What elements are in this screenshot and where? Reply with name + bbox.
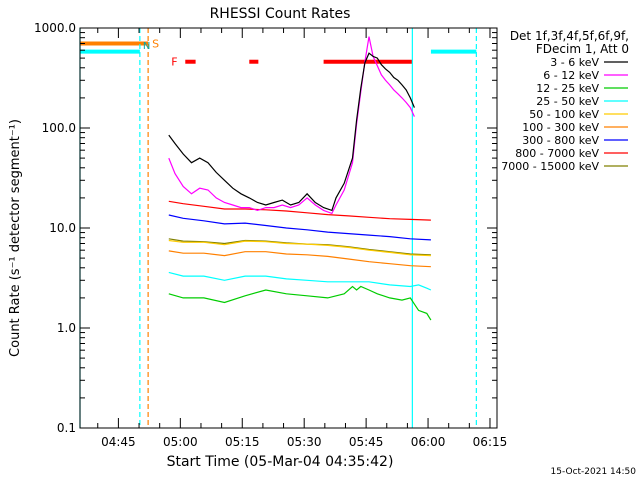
y-tick-label: 0.1 xyxy=(57,421,76,435)
legend: Det 1f,3f,4f,5f,6f,9f, FDecim 1, Att 0 3… xyxy=(501,29,629,173)
legend-label-3-6-kev: 3 - 6 keV xyxy=(550,56,599,69)
overlay-label-f: F xyxy=(171,56,177,69)
y-tick-label: 10.0 xyxy=(49,221,76,235)
series-line-800-7000-kev xyxy=(168,200,431,221)
x-axis: 04:45 05:00 05:15 05:30 05:45 06:00 06:15 xyxy=(97,28,508,449)
series-line-3-6-kev xyxy=(168,52,415,212)
series-line-25-50-kev xyxy=(168,271,432,291)
legend-label-800-7000-kev: 800 - 7000 keV xyxy=(515,147,599,160)
legend-label-100-300-kev: 100 - 300 keV xyxy=(522,121,599,134)
y-axis: 0.1 1.0 10.0 100.0 1000.0 xyxy=(34,21,497,435)
y-tick-label: 1000.0 xyxy=(34,21,76,35)
plot-content: SF N xyxy=(79,28,477,428)
series-line-300-800-kev xyxy=(168,214,431,241)
x-tick-label: 05:15 xyxy=(225,435,260,449)
legend-label-300-800-kev: 300 - 800 keV xyxy=(522,134,599,147)
x-tick-label: 05:30 xyxy=(287,435,322,449)
legend-label-7000-15000-kev: 7000 - 15000 keV xyxy=(501,160,599,173)
series-line-100-300-kev xyxy=(168,250,431,268)
legend-header-2: FDecim 1, Att 0 xyxy=(536,42,629,56)
series-line-12-25-kev xyxy=(168,285,432,321)
y-tick-label: 100.0 xyxy=(42,121,76,135)
legend-label-25-50-kev: 25 - 50 keV xyxy=(536,95,599,108)
x-tick-label: 05:00 xyxy=(163,435,198,449)
legend-label-6-12-kev: 6 - 12 keV xyxy=(543,69,599,82)
legend-label-50-100-kev: 50 - 100 keV xyxy=(529,108,599,121)
series-line-6-12-kev xyxy=(168,36,415,215)
chart-title: RHESSI Count Rates xyxy=(210,6,351,22)
saa-marker-label: N xyxy=(143,41,150,52)
legend-label-12-25-kev: 12 - 25 keV xyxy=(536,82,599,95)
x-tick-label: 06:15 xyxy=(473,435,508,449)
series-line-50-100-kev xyxy=(168,239,431,257)
legend-header-1: Det 1f,3f,4f,5f,6f,9f, xyxy=(510,29,629,43)
y-tick-label: 1.0 xyxy=(57,321,76,335)
x-tick-label: 06:00 xyxy=(411,435,446,449)
x-axis-label: Start Time (05-Mar-04 04:35:42) xyxy=(167,454,394,470)
x-tick-label: 05:45 xyxy=(349,435,384,449)
y-axis-label: Count Rate (s⁻¹ detector segment⁻¹) xyxy=(8,119,23,357)
footer-timestamp: 15-Oct-2021 14:50 xyxy=(551,467,637,477)
overlay-label-s: S xyxy=(152,37,159,50)
x-tick-label: 04:45 xyxy=(101,435,136,449)
